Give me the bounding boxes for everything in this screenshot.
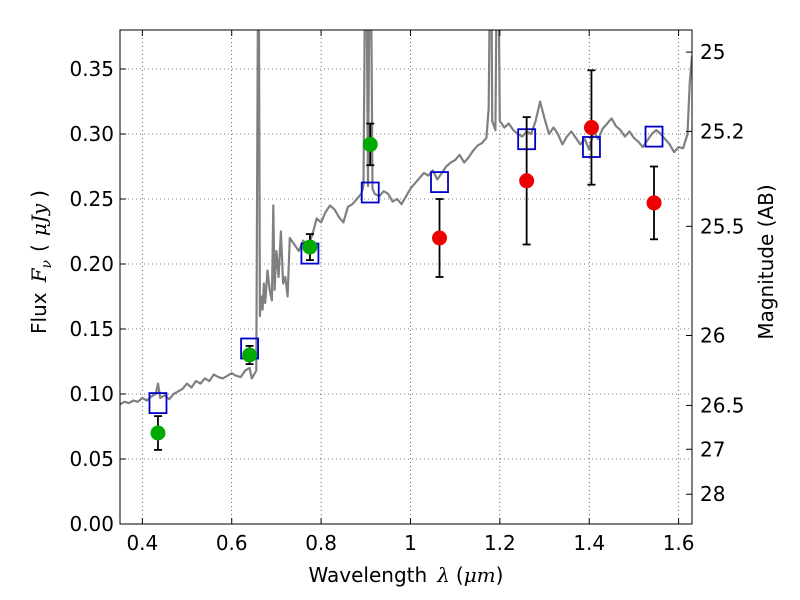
x-axis: 0.4 0.6 0.8 1 1.2 1.4 1.6 [126,30,695,555]
x-axis-label: Wavelength λ (μm) [309,563,504,587]
plot-content [120,30,692,451]
x-tick-label: 1 [404,531,417,555]
y2-axis: 25 25.2 25.5 26 26.5 27 28 [686,40,745,506]
y-tick-label: 0.15 [69,317,114,341]
y2-tick-label: 25 [700,40,725,64]
y2-axis-label: Magnitude (AB) [754,184,778,339]
y2-tick-label: 26 [700,324,725,348]
x-tick-label: 1.6 [663,531,695,555]
y-tick-label: 0.00 [69,512,114,536]
observed-point-red [646,195,662,211]
plot-frame [119,29,693,525]
y2-tick-label: 27 [700,437,725,461]
y-tick-label: 0.30 [69,122,114,146]
observed-point-green [150,425,166,441]
y2-tick-label: 26.5 [700,393,745,417]
x-tick-label: 0.8 [305,531,337,555]
observed-point-green [362,136,378,152]
model-spectrum-line [120,30,692,406]
observed-point-green [242,347,258,363]
plot-area [120,30,692,451]
y-tick-label: 0.20 [69,252,114,276]
observed-point-red [432,230,448,246]
model-photometry-point [644,125,664,148]
x-tick-label: 0.6 [216,531,248,555]
model-photometry-point [360,181,380,204]
x-tick-label: 1.4 [573,531,605,555]
observed-point-green [302,239,318,255]
y2-tick-label: 28 [700,482,725,506]
observed-point-red [583,120,599,135]
y-axis: 0.00 0.05 0.10 0.15 0.20 0.25 0.30 0.35 [69,57,126,536]
y-tick-label: 0.10 [69,382,114,406]
y2-tick-label: 25.2 [700,119,745,143]
model-photometry-point [148,392,168,415]
x-tick-label: 0.4 [126,531,158,555]
y-tick-label: 0.25 [69,187,114,211]
observed-point-red [519,173,535,189]
y2-tick-label: 25.5 [700,214,745,238]
grid-lines [120,30,692,525]
y-axis-label: FluxFν(μJy) [27,190,55,334]
model-photometry-point [430,171,449,194]
y-tick-label: 0.35 [69,57,114,81]
x-tick-label: 1.2 [484,531,516,555]
y-tick-label: 0.05 [69,447,114,471]
